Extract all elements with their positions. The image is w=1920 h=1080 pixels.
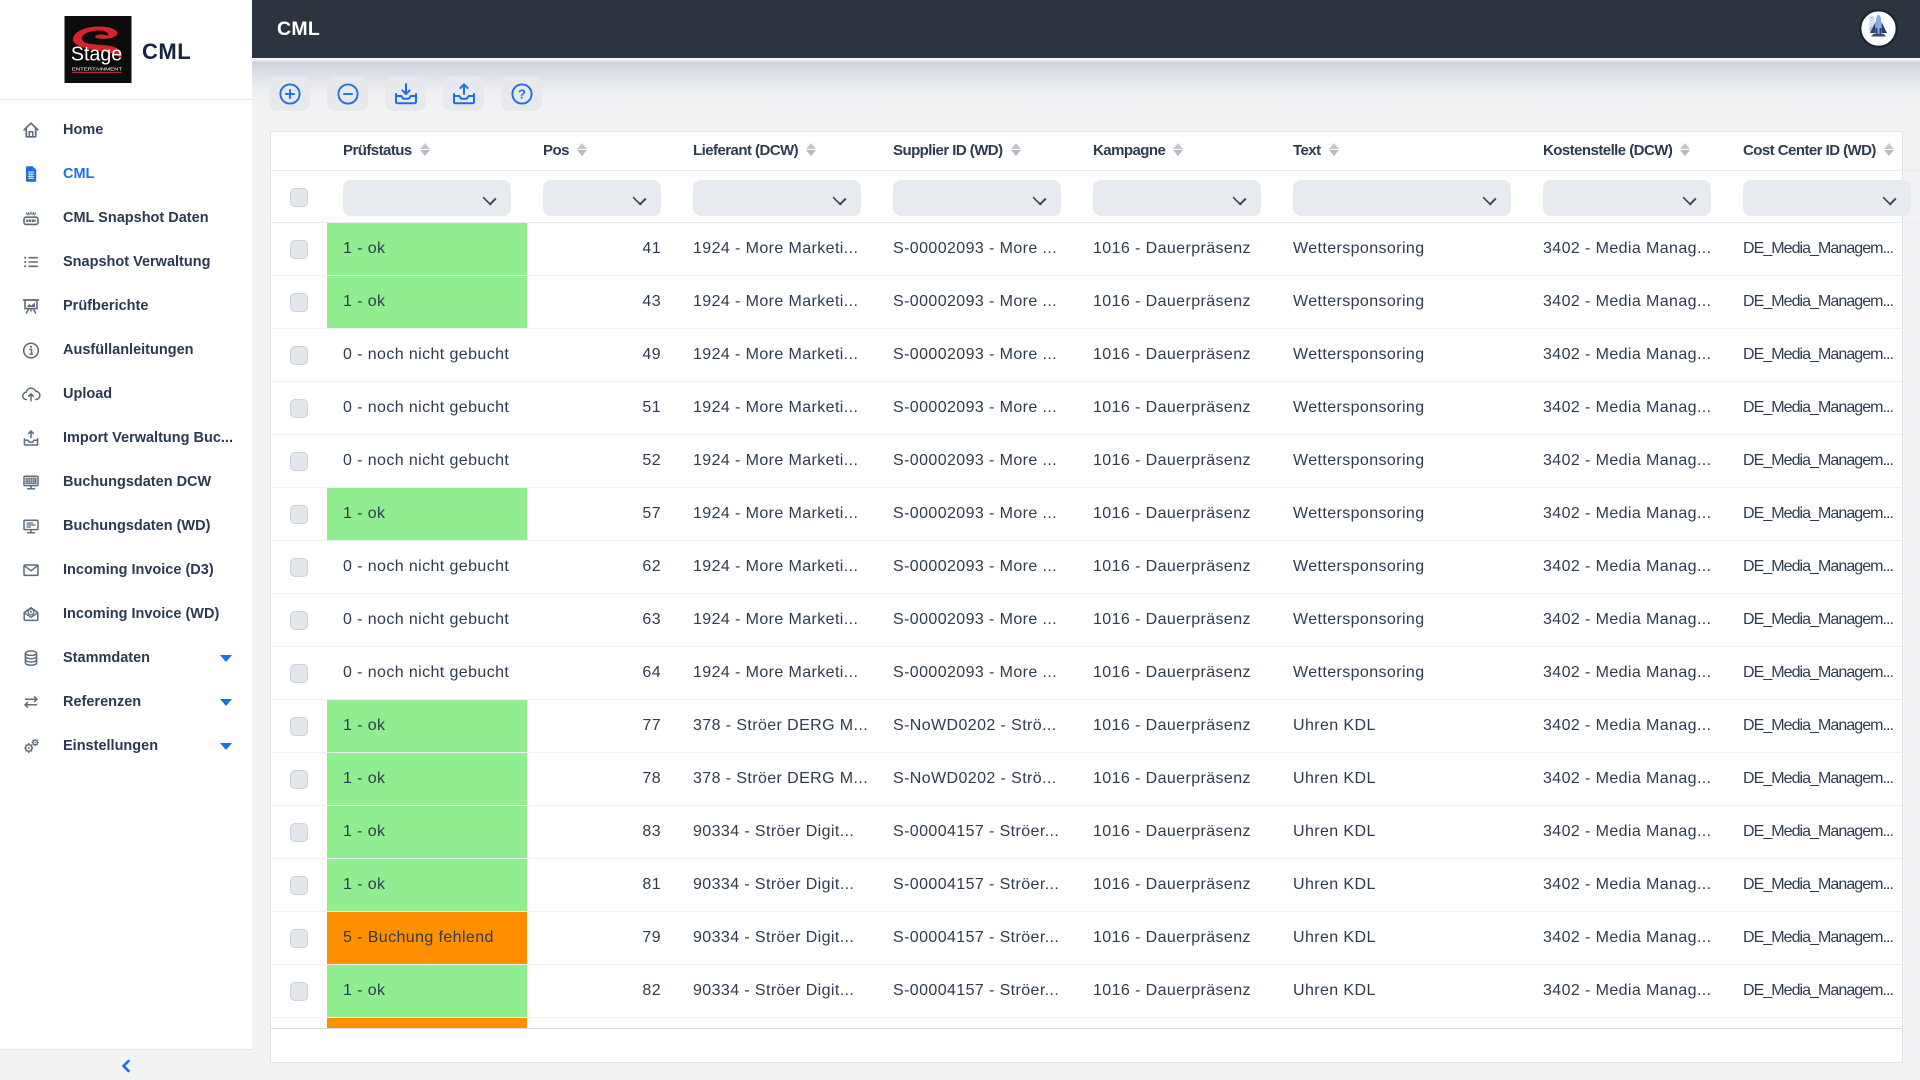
svg-text:?: ? [518, 86, 526, 101]
svg-text:Stage: Stage [71, 43, 122, 65]
svg-text:ENTERTAINMENT: ENTERTAINMENT [72, 67, 122, 73]
